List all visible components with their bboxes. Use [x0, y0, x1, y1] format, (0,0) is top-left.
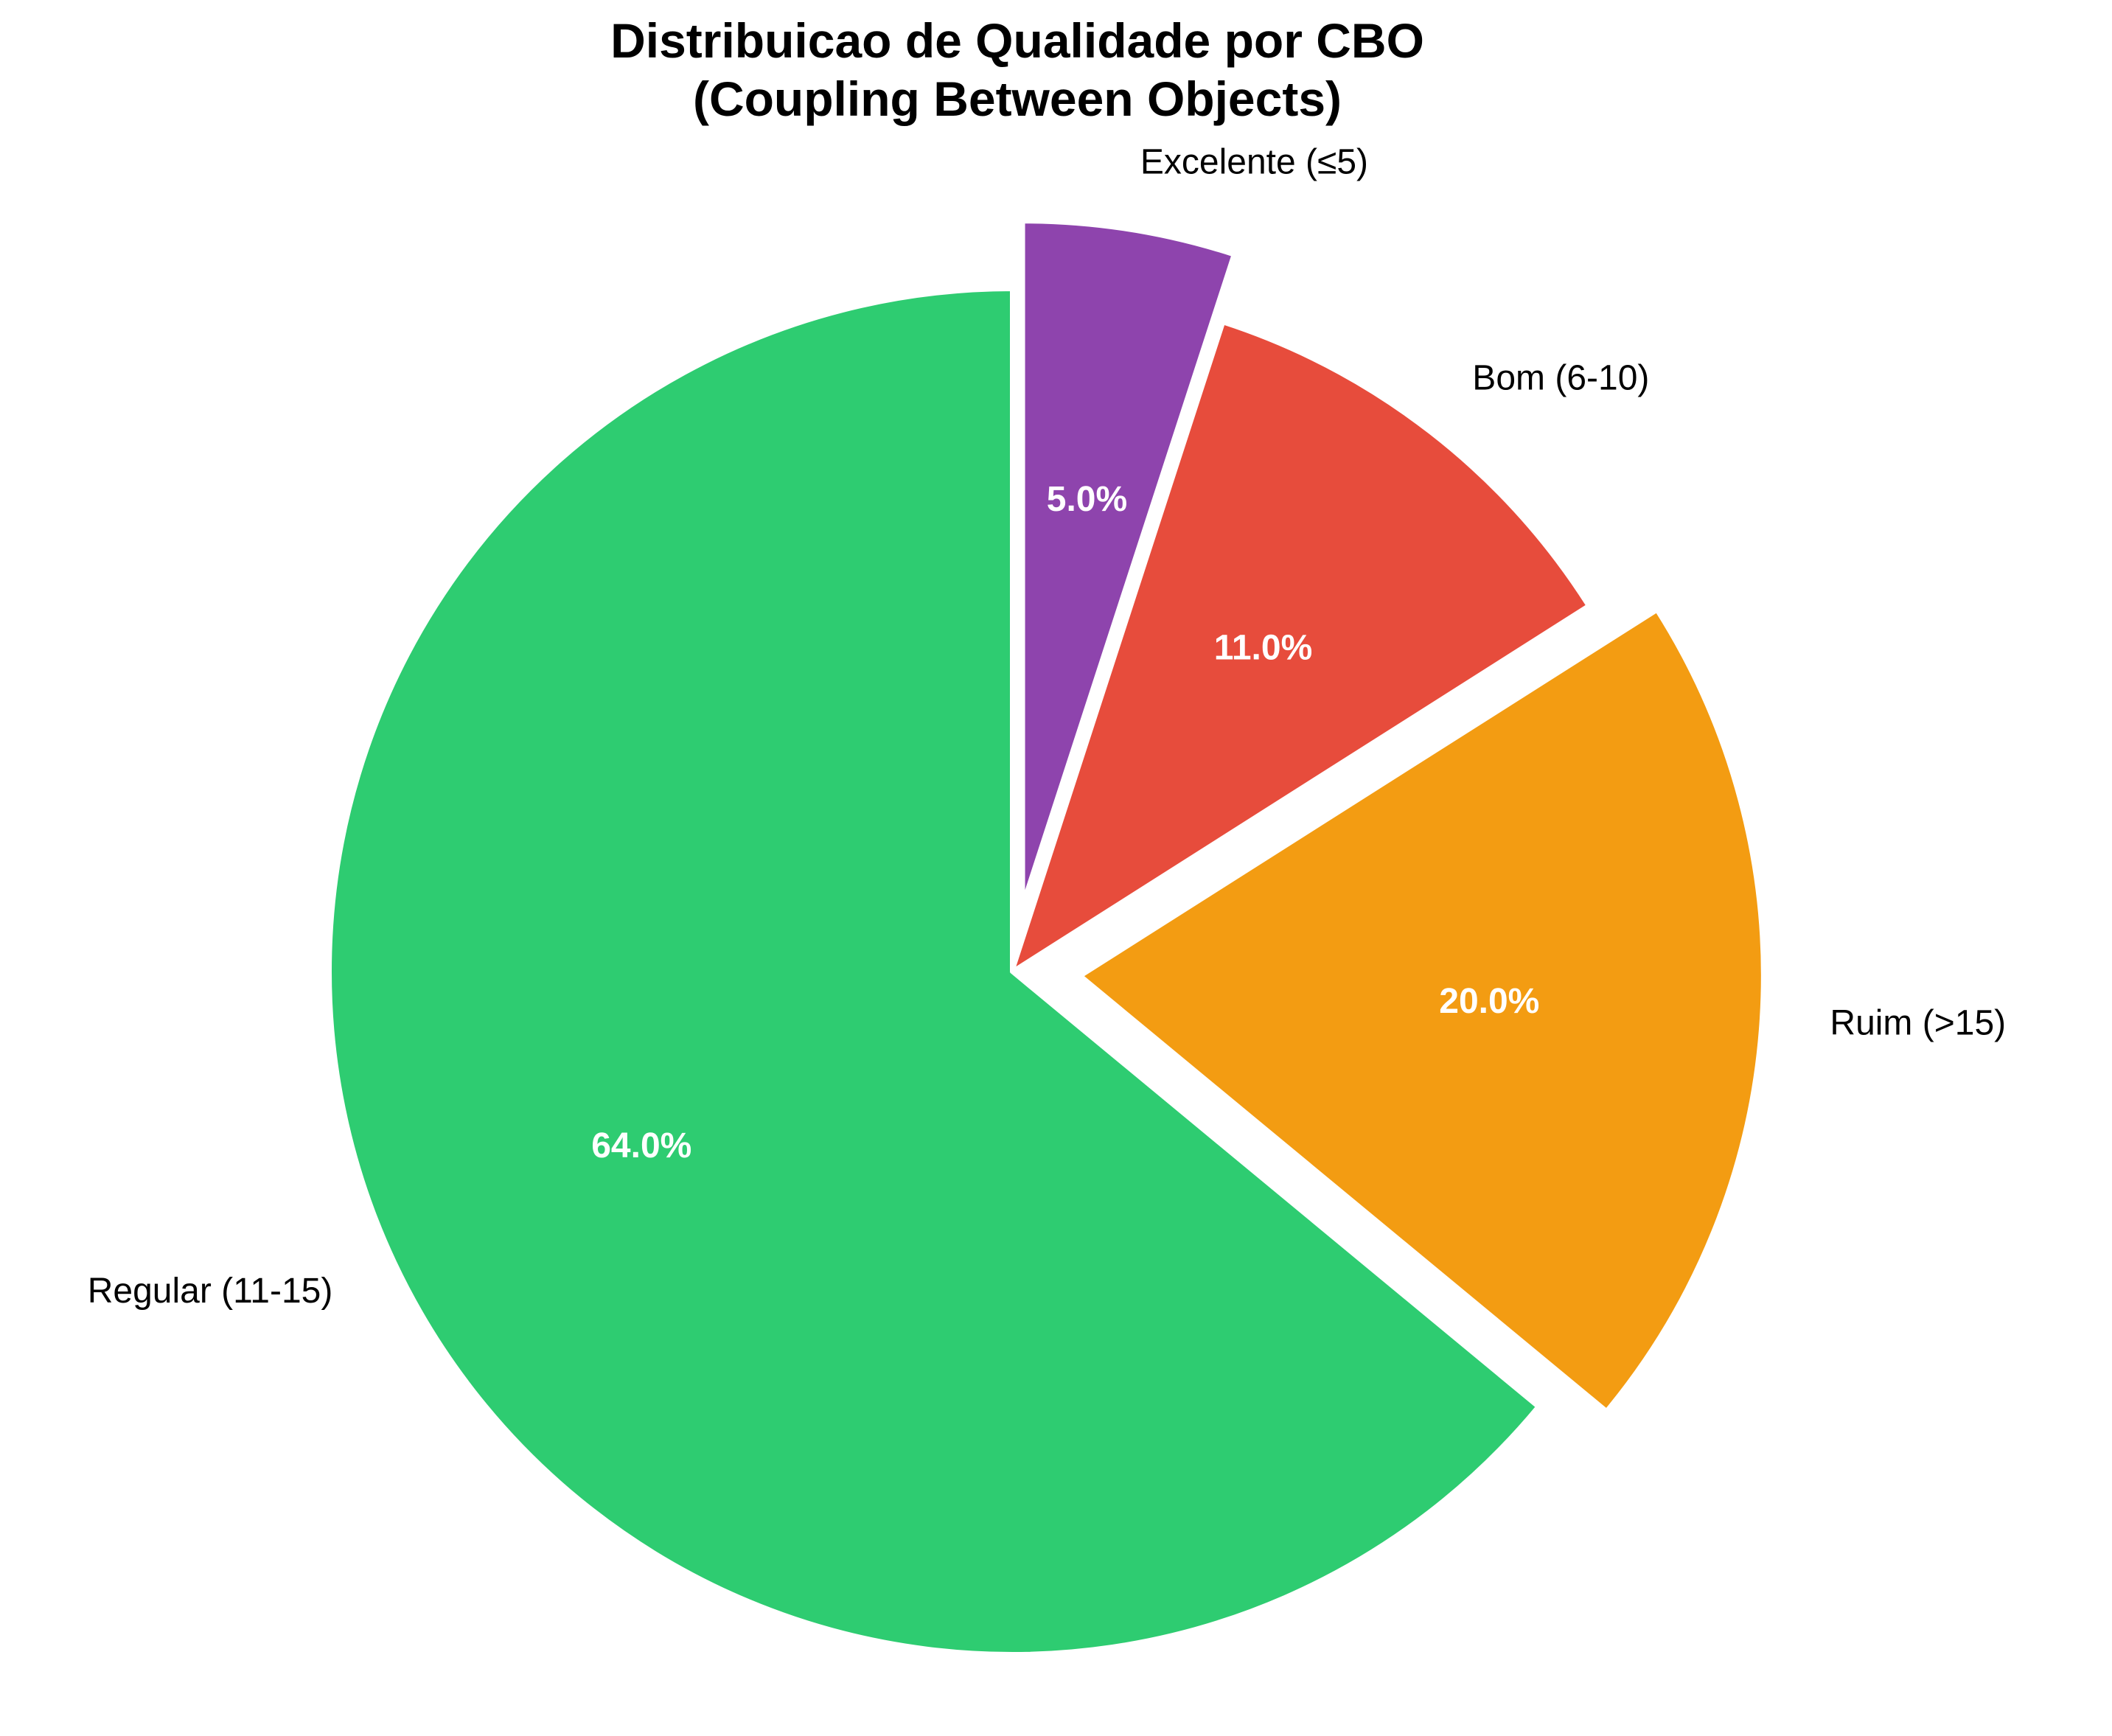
pie-category-label-regular-11-15: Regular (11-15) [88, 1272, 333, 1311]
pie-slice-bom-6-10 [1010, 320, 1591, 974]
pie-slice-regular-11-15 [327, 287, 1541, 1656]
pie-pct-label-bom-6-10: 11.0% [1214, 628, 1312, 667]
pie-pct-label-regular-11-15: 64.0% [591, 1126, 691, 1165]
pie-pct-label-ruim-15: 20.0% [1439, 982, 1539, 1021]
pie-category-label-bom-6-10: Bom (6-10) [1472, 359, 1649, 398]
pie-pct-label-excelente-5: 5.0% [1047, 480, 1127, 519]
pie-labels: 5.0% Excelente (≤5) 11.0% Bom (6-10) 20.0% Ru… [88, 143, 2006, 1311]
pie-slice-ruim-15 [1078, 607, 1766, 1414]
pie-slices [327, 219, 1766, 1656]
chart-title-line-1: Distribuicao de Qualidade por CBO [610, 13, 1424, 68]
chart-title-line-2: (Coupling Between Objects) [693, 72, 1342, 126]
pie-category-label-excelente-5: Excelente (≤5) [1140, 143, 1368, 182]
pie-category-label-ruim-15: Ruim (>15) [1830, 1003, 2006, 1042]
pie-slice-excelente-5 [1020, 219, 1236, 907]
